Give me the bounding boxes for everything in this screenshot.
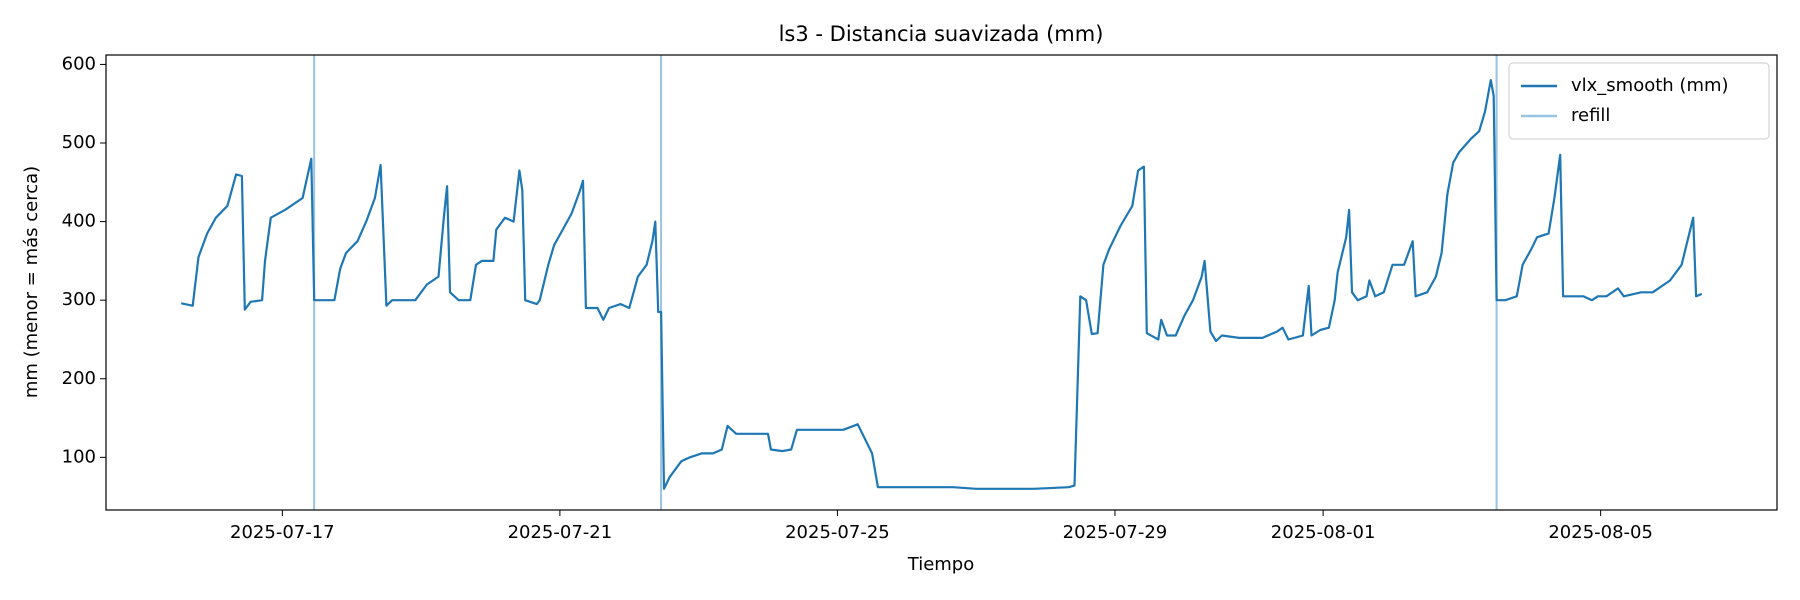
y-tick-label: 100 [62,446,96,467]
legend-label: refill [1571,105,1610,126]
plot-frame [105,54,1778,511]
x-tick-label: 2025-07-25 [785,522,890,543]
x-tick-label: 2025-07-17 [230,522,335,543]
chart-title: ls3 - Distancia suavizada (mm) [779,22,1104,46]
y-tick-label: 300 [62,289,96,310]
x-tick-label: 2025-08-05 [1548,522,1653,543]
y-axis-label: mm (menor = más cerca) [21,166,42,398]
x-tick-label: 2025-07-21 [508,522,613,543]
legend-box [1508,62,1770,140]
y-tick-label: 200 [62,368,96,389]
y-tick-label: 500 [62,132,96,153]
y-tick-label: 400 [62,211,96,232]
x-tick-label: 2025-07-29 [1063,522,1168,543]
legend-label: vlx_smooth (mm) [1571,75,1729,96]
x-axis-label: Tiempo [907,554,975,575]
data-line [180,79,1703,490]
x-tick-label: 2025-08-01 [1271,522,1376,543]
y-tick-label: 600 [62,53,96,74]
